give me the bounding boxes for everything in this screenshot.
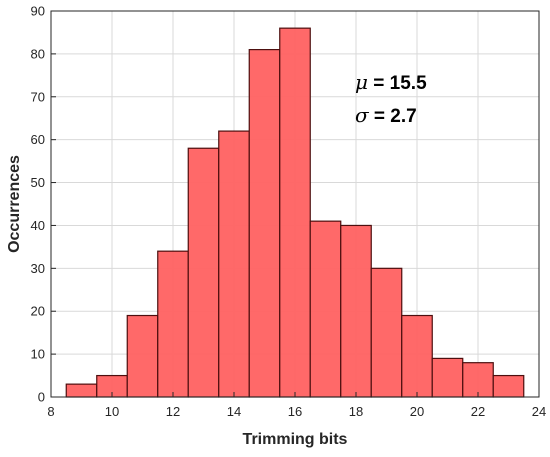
x-tick-label: 14	[227, 404, 241, 419]
histogram-bar	[492, 374, 525, 398]
y-tick-label: 0	[38, 390, 45, 405]
histogram-bar	[340, 224, 372, 398]
std-annotation: σ = 2.7	[355, 103, 417, 127]
sigma-symbol: σ	[355, 103, 370, 127]
mean-annotation: μ = 15.5	[355, 70, 427, 94]
y-tick-label: 60	[31, 132, 45, 147]
y-axis-label: Occurrences	[6, 155, 23, 253]
std-value: = 2.7	[369, 106, 417, 127]
histogram-bar	[65, 383, 98, 398]
x-tick-label: 24	[532, 404, 546, 419]
y-axis-ticks: 0 10 20 30 40 50 60 70 80 90	[31, 4, 56, 405]
mu-symbol: μ	[355, 70, 368, 94]
x-tick-label: 12	[166, 404, 180, 419]
x-tick-label: 18	[349, 404, 363, 419]
x-tick-label: 20	[410, 404, 424, 419]
histogram-bar	[462, 362, 494, 398]
histogram-bar	[370, 267, 403, 398]
x-tick-label: 22	[471, 404, 485, 419]
x-tick-label: 10	[105, 404, 119, 419]
y-tick-label: 40	[31, 218, 45, 233]
histogram-bar	[279, 27, 311, 398]
histogram-bars	[65, 27, 525, 398]
histogram-bar	[126, 314, 159, 398]
y-tick-label: 50	[31, 175, 45, 190]
y-tick-label: 80	[31, 46, 45, 61]
mean-value: = 15.5	[368, 73, 427, 94]
x-tick-label: 8	[47, 404, 54, 419]
histogram-bar	[309, 220, 342, 398]
x-tick-label: 16	[288, 404, 302, 419]
y-tick-label: 90	[31, 4, 45, 19]
histogram-bar	[248, 48, 281, 398]
y-tick-label: 30	[31, 261, 45, 276]
y-tick-label: 70	[31, 89, 45, 104]
histogram-bar	[431, 357, 464, 398]
x-axis-label: Trimming bits	[243, 431, 348, 448]
histogram-bar	[187, 147, 220, 398]
y-tick-label: 20	[31, 304, 45, 319]
histogram-bar	[218, 130, 250, 398]
y-tick-label: 10	[31, 347, 45, 362]
histogram-bar	[157, 250, 189, 398]
histogram-bar	[401, 314, 433, 398]
x-axis-ticks: 8 10 12 14 16 18 20 22 24	[47, 392, 546, 419]
